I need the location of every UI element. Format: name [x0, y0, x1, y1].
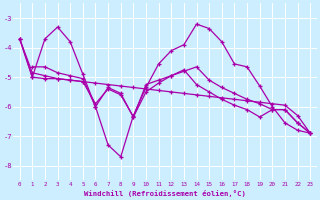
X-axis label: Windchill (Refroidissement éolien,°C): Windchill (Refroidissement éolien,°C) — [84, 190, 246, 197]
